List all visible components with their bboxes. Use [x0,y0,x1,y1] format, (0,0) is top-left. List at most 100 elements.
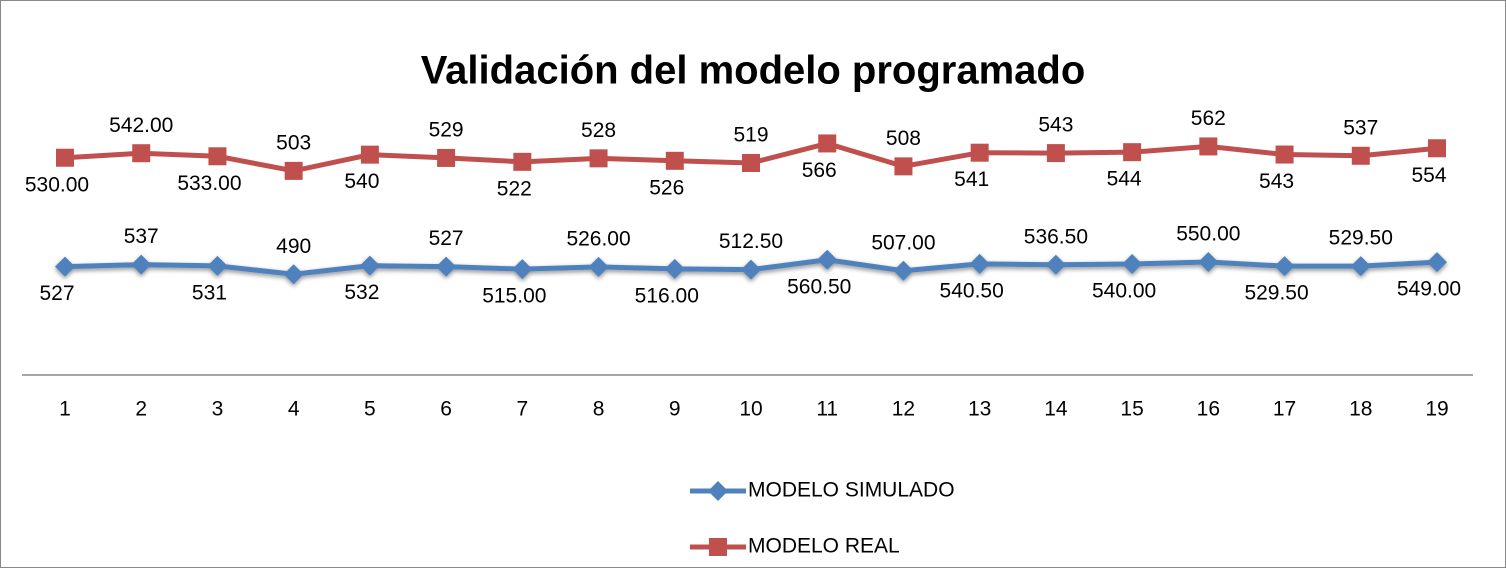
x-tick-label: 14 [1044,398,1068,421]
data-label: 562 [1191,107,1226,130]
marker [709,538,727,556]
marker [1427,252,1447,273]
data-label: 527 [39,282,74,305]
data-label: 566 [802,159,837,182]
marker [359,255,380,276]
x-tick-label: 2 [135,398,147,421]
data-label: 550.00 [1176,222,1240,245]
x-tick-label: 6 [440,398,452,421]
x-tick-label: 1 [59,398,71,421]
x-tick-label: 10 [739,398,762,421]
marker [284,161,303,180]
marker [818,134,837,153]
data-label: 529 [429,118,464,141]
marker [55,256,75,277]
data-label: 537 [124,225,159,248]
marker [589,149,608,168]
x-tick-label: 18 [1349,398,1372,421]
marker [1198,251,1219,272]
data-label: 519 [733,124,768,147]
marker [1045,254,1066,275]
data-label: 544 [1107,168,1142,191]
marker [969,253,990,274]
marker [664,258,685,279]
data-label: 508 [886,127,921,150]
series [56,134,1446,180]
marker [283,264,304,285]
marker [436,256,457,277]
data-label: 554 [1411,164,1446,187]
x-tick-label: 11 [816,398,838,421]
marker [132,144,151,163]
marker [1274,256,1295,277]
marker [512,259,533,280]
marker [817,249,838,270]
x-tick-label: 4 [288,398,300,421]
data-label: 540.50 [940,279,1004,302]
data-label: 490 [276,235,311,258]
marker [360,145,379,164]
data-label: 515.00 [482,285,546,308]
data-label: 532 [344,281,379,304]
marker [207,255,228,276]
marker [1046,144,1065,163]
marker [1428,139,1446,158]
marker [1199,137,1218,156]
marker [208,147,227,166]
marker [1122,254,1143,274]
data-label: 527 [429,227,464,250]
series [55,249,1447,285]
data-label: 537 [1343,116,1378,139]
marker [588,256,609,277]
marker [970,143,989,162]
data-label: 529.50 [1244,282,1308,305]
data-label: 543 [1038,114,1073,137]
data-label: 531 [192,281,227,304]
x-tick-label: 12 [892,398,915,421]
x-tick-label: 17 [1273,398,1296,421]
data-label: 542.00 [109,114,173,137]
data-label: 529.50 [1329,227,1393,250]
data-label: 543 [1259,170,1294,193]
marker [708,481,728,501]
marker [513,152,532,171]
data-label: 526.00 [566,227,630,250]
data-label: 512.50 [719,230,783,253]
data-label: 533.00 [177,172,241,195]
marker [742,153,760,172]
x-tick-label: 3 [212,398,224,421]
x-tick-label: 7 [516,398,528,421]
x-tick-label: 8 [593,398,605,421]
data-label: 540 [344,170,379,193]
data-label: 526 [649,176,684,199]
data-label: 503 [276,131,311,154]
x-tick-label: 9 [669,398,681,421]
marker [56,148,74,167]
data-label: 516.00 [635,284,699,307]
x-tick-label: 5 [364,398,376,421]
marker [894,157,913,176]
data-label: 540.00 [1092,280,1156,303]
marker [437,148,456,167]
marker [1350,256,1371,277]
marker [665,151,684,170]
legend-label: MODELO SIMULADO [748,479,955,502]
data-label: 560.50 [787,275,851,298]
x-tick-label: 13 [968,398,991,421]
data-label: 536.50 [1024,225,1088,248]
data-label: 522 [497,177,532,200]
data-label: 549.00 [1397,278,1461,301]
data-label: 530.00 [25,173,89,196]
marker [1351,146,1370,165]
data-label: 528 [581,119,616,142]
x-tick-label: 15 [1120,398,1143,421]
x-tick-label: 19 [1425,398,1448,421]
x-tick-label: 16 [1197,398,1220,421]
marker [741,259,761,280]
chart-title: Validación del modelo programado [421,49,1086,93]
marker [131,254,152,275]
legend-label: MODELO REAL [748,535,900,558]
marker [1275,145,1294,164]
